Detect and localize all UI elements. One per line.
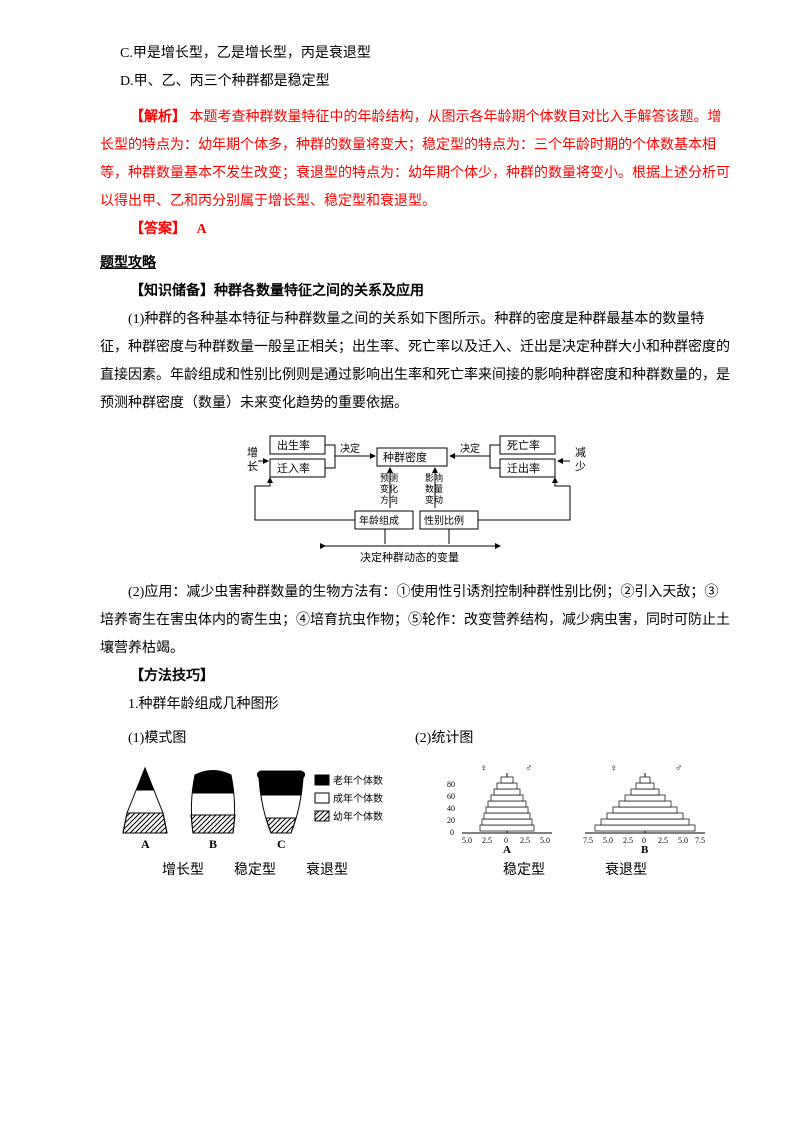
subhead-2: (2)统计图	[415, 725, 730, 753]
flow-left-1: 增	[247, 445, 258, 459]
knowledge-para2: (2)应用：减少虫害种群数量的生物方法有：①使用性引诱剂控制种群性别比例；②引入…	[100, 579, 730, 663]
flow-predict-2: 变化	[380, 483, 398, 494]
svg-text:2.5: 2.5	[482, 836, 492, 845]
svg-text:5.0: 5.0	[678, 836, 688, 845]
stat-figure: ♀ ♂ 0 20 40 60 80 5.0 2.5 0 2.5 5.0	[435, 763, 715, 885]
flow-predict-3: 方向	[380, 494, 398, 505]
svg-text:20: 20	[447, 816, 455, 825]
svg-text:2.5: 2.5	[520, 836, 530, 845]
flow-sex: 性别比例	[424, 514, 464, 527]
svg-text:5.0: 5.0	[462, 836, 472, 845]
flow-affect-1: 影响	[425, 472, 443, 483]
flow-right-1: 减	[575, 446, 586, 459]
analysis-label: 【解析】	[130, 110, 186, 125]
svg-text:♀: ♀	[480, 763, 488, 774]
svg-text:♀: ♀	[610, 763, 618, 774]
svg-text:2.5: 2.5	[623, 836, 633, 845]
svg-text:♂: ♂	[525, 763, 533, 774]
svg-text:2.5: 2.5	[658, 836, 668, 845]
flow-decide2: 决定	[460, 442, 480, 455]
stat-caption-b: 衰退型	[605, 857, 647, 885]
analysis-block: 【解析】 本题考查种群数量特征中的年龄结构，从图示各年龄期个体数目对比入手解答该…	[100, 104, 730, 216]
answer-block: 【答案】 A	[130, 216, 730, 244]
svg-text:A: A	[503, 844, 511, 853]
flow-predict-1: 预测	[380, 473, 398, 483]
flow-affect-2: 数量	[425, 483, 443, 494]
option-c: C.甲是增长型，乙是增长型，丙是衰退型	[120, 40, 730, 68]
svg-text:60: 60	[447, 792, 455, 801]
subhead-1: (1)模式图	[100, 725, 415, 753]
answer-label: 【答案】	[130, 222, 186, 237]
svg-text:5.0: 5.0	[540, 836, 550, 845]
svg-text:0: 0	[450, 828, 454, 837]
knowledge-label: 【知识储备】种群各数量特征之间的关系及应用	[130, 278, 730, 306]
svg-text:7.5: 7.5	[583, 836, 593, 845]
svg-text:80: 80	[447, 780, 455, 789]
knowledge-para1: (1)种群的各种基本特征与种群数量之间的关系如下图所示。种群的密度是种群最基本的…	[100, 306, 730, 418]
stat-caption-a: 稳定型	[503, 857, 545, 885]
flow-bottom: 决定种群动态的变量	[360, 550, 459, 564]
flow-density: 种群密度	[383, 450, 427, 464]
answer-value: A	[197, 222, 207, 237]
svg-text:B: B	[641, 844, 649, 853]
caption-c: 衰退型	[306, 857, 348, 885]
svg-text:老年个体数: 老年个体数	[333, 774, 383, 787]
flow-out: 迁出率	[507, 461, 540, 475]
svg-text:C: C	[277, 837, 286, 851]
flow-birth: 出生率	[277, 438, 310, 452]
flow-decide1: 决定	[340, 442, 360, 455]
svg-text:40: 40	[447, 804, 455, 813]
svg-text:A: A	[141, 837, 150, 851]
flow-in: 迁入率	[277, 461, 310, 475]
svg-text:B: B	[209, 837, 217, 851]
strategy-title: 题型攻略	[100, 250, 730, 278]
option-d: D.甲、乙、丙三个种群都是稳定型	[120, 68, 730, 96]
caption-a: 增长型	[162, 857, 204, 885]
caption-b: 稳定型	[234, 857, 276, 885]
svg-text:幼年个体数: 幼年个体数	[333, 810, 383, 823]
analysis-text: 本题考查种群数量特征中的年龄结构，从图示各年龄期个体数目对比入手解答该题。增长型…	[100, 110, 730, 209]
methods-title: 【方法技巧】	[130, 663, 730, 691]
flowchart-figure: 增 长 减 少 出生率 迁入率 死亡率 迁出率 决定 决定 种群密度	[100, 426, 730, 571]
svg-text:7.5: 7.5	[695, 836, 705, 845]
svg-text:♂: ♂	[675, 763, 683, 774]
flow-death: 死亡率	[507, 438, 540, 452]
flow-right-2: 少	[575, 460, 586, 473]
methods-item1: 1.种群年龄组成几种图形	[100, 691, 730, 719]
svg-text:成年个体数: 成年个体数	[333, 792, 383, 805]
flow-affect-3: 变动	[425, 494, 443, 505]
model-figure: A B C	[115, 763, 395, 885]
flow-left-2: 长	[247, 460, 258, 473]
flow-age: 年龄组成	[359, 514, 399, 527]
svg-text:5.0: 5.0	[603, 836, 613, 845]
